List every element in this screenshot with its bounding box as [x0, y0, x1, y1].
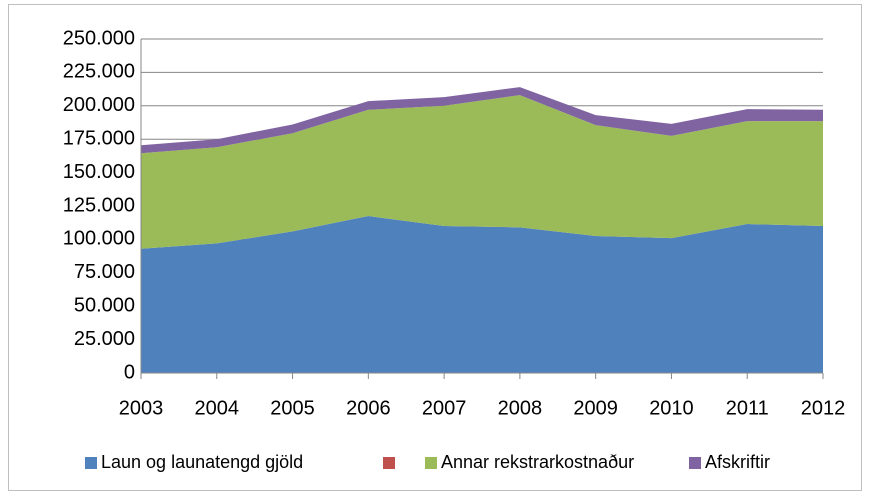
legend-swatch: [425, 457, 437, 469]
y-tick-label: 225.000: [63, 61, 135, 83]
legend-label: Annar rekstrarkostnaður: [441, 452, 634, 472]
legend-label: Laun og launatengd gjöld: [101, 452, 303, 472]
x-tick-label: 2006: [346, 397, 391, 419]
y-tick-label: 250.000: [63, 27, 135, 49]
x-tick-label: 2004: [195, 397, 240, 419]
y-tick-label: 100.000: [63, 228, 135, 250]
area: [141, 95, 823, 249]
area: [141, 216, 823, 373]
y-tick-label: 150.000: [63, 161, 135, 183]
y-tick-label: 125.000: [63, 194, 135, 216]
x-tick-label: 2003: [119, 397, 164, 419]
x-tick-label: 2007: [422, 397, 467, 419]
y-tick-label: 75.000: [74, 261, 135, 283]
y-tick-label: 175.000: [63, 127, 135, 149]
legend-swatch: [689, 457, 701, 469]
area: [141, 87, 823, 154]
x-tick-label: 2012: [801, 397, 846, 419]
y-tick-label: 25.000: [74, 328, 135, 350]
legend-label: Afskriftir: [705, 452, 770, 472]
x-tick-label: 2009: [573, 397, 618, 419]
y-tick-label: 50.000: [74, 294, 135, 316]
x-tick-label: 2011: [726, 397, 769, 419]
x-tick-label: 2005: [270, 397, 315, 419]
legend-swatch: [85, 457, 97, 469]
y-tick-label: 200.000: [63, 94, 135, 116]
x-tick-label: 2010: [649, 397, 694, 419]
y-tick-label: 0: [124, 361, 135, 383]
legend-swatch: [383, 457, 395, 469]
x-tick-label: 2008: [498, 397, 543, 419]
